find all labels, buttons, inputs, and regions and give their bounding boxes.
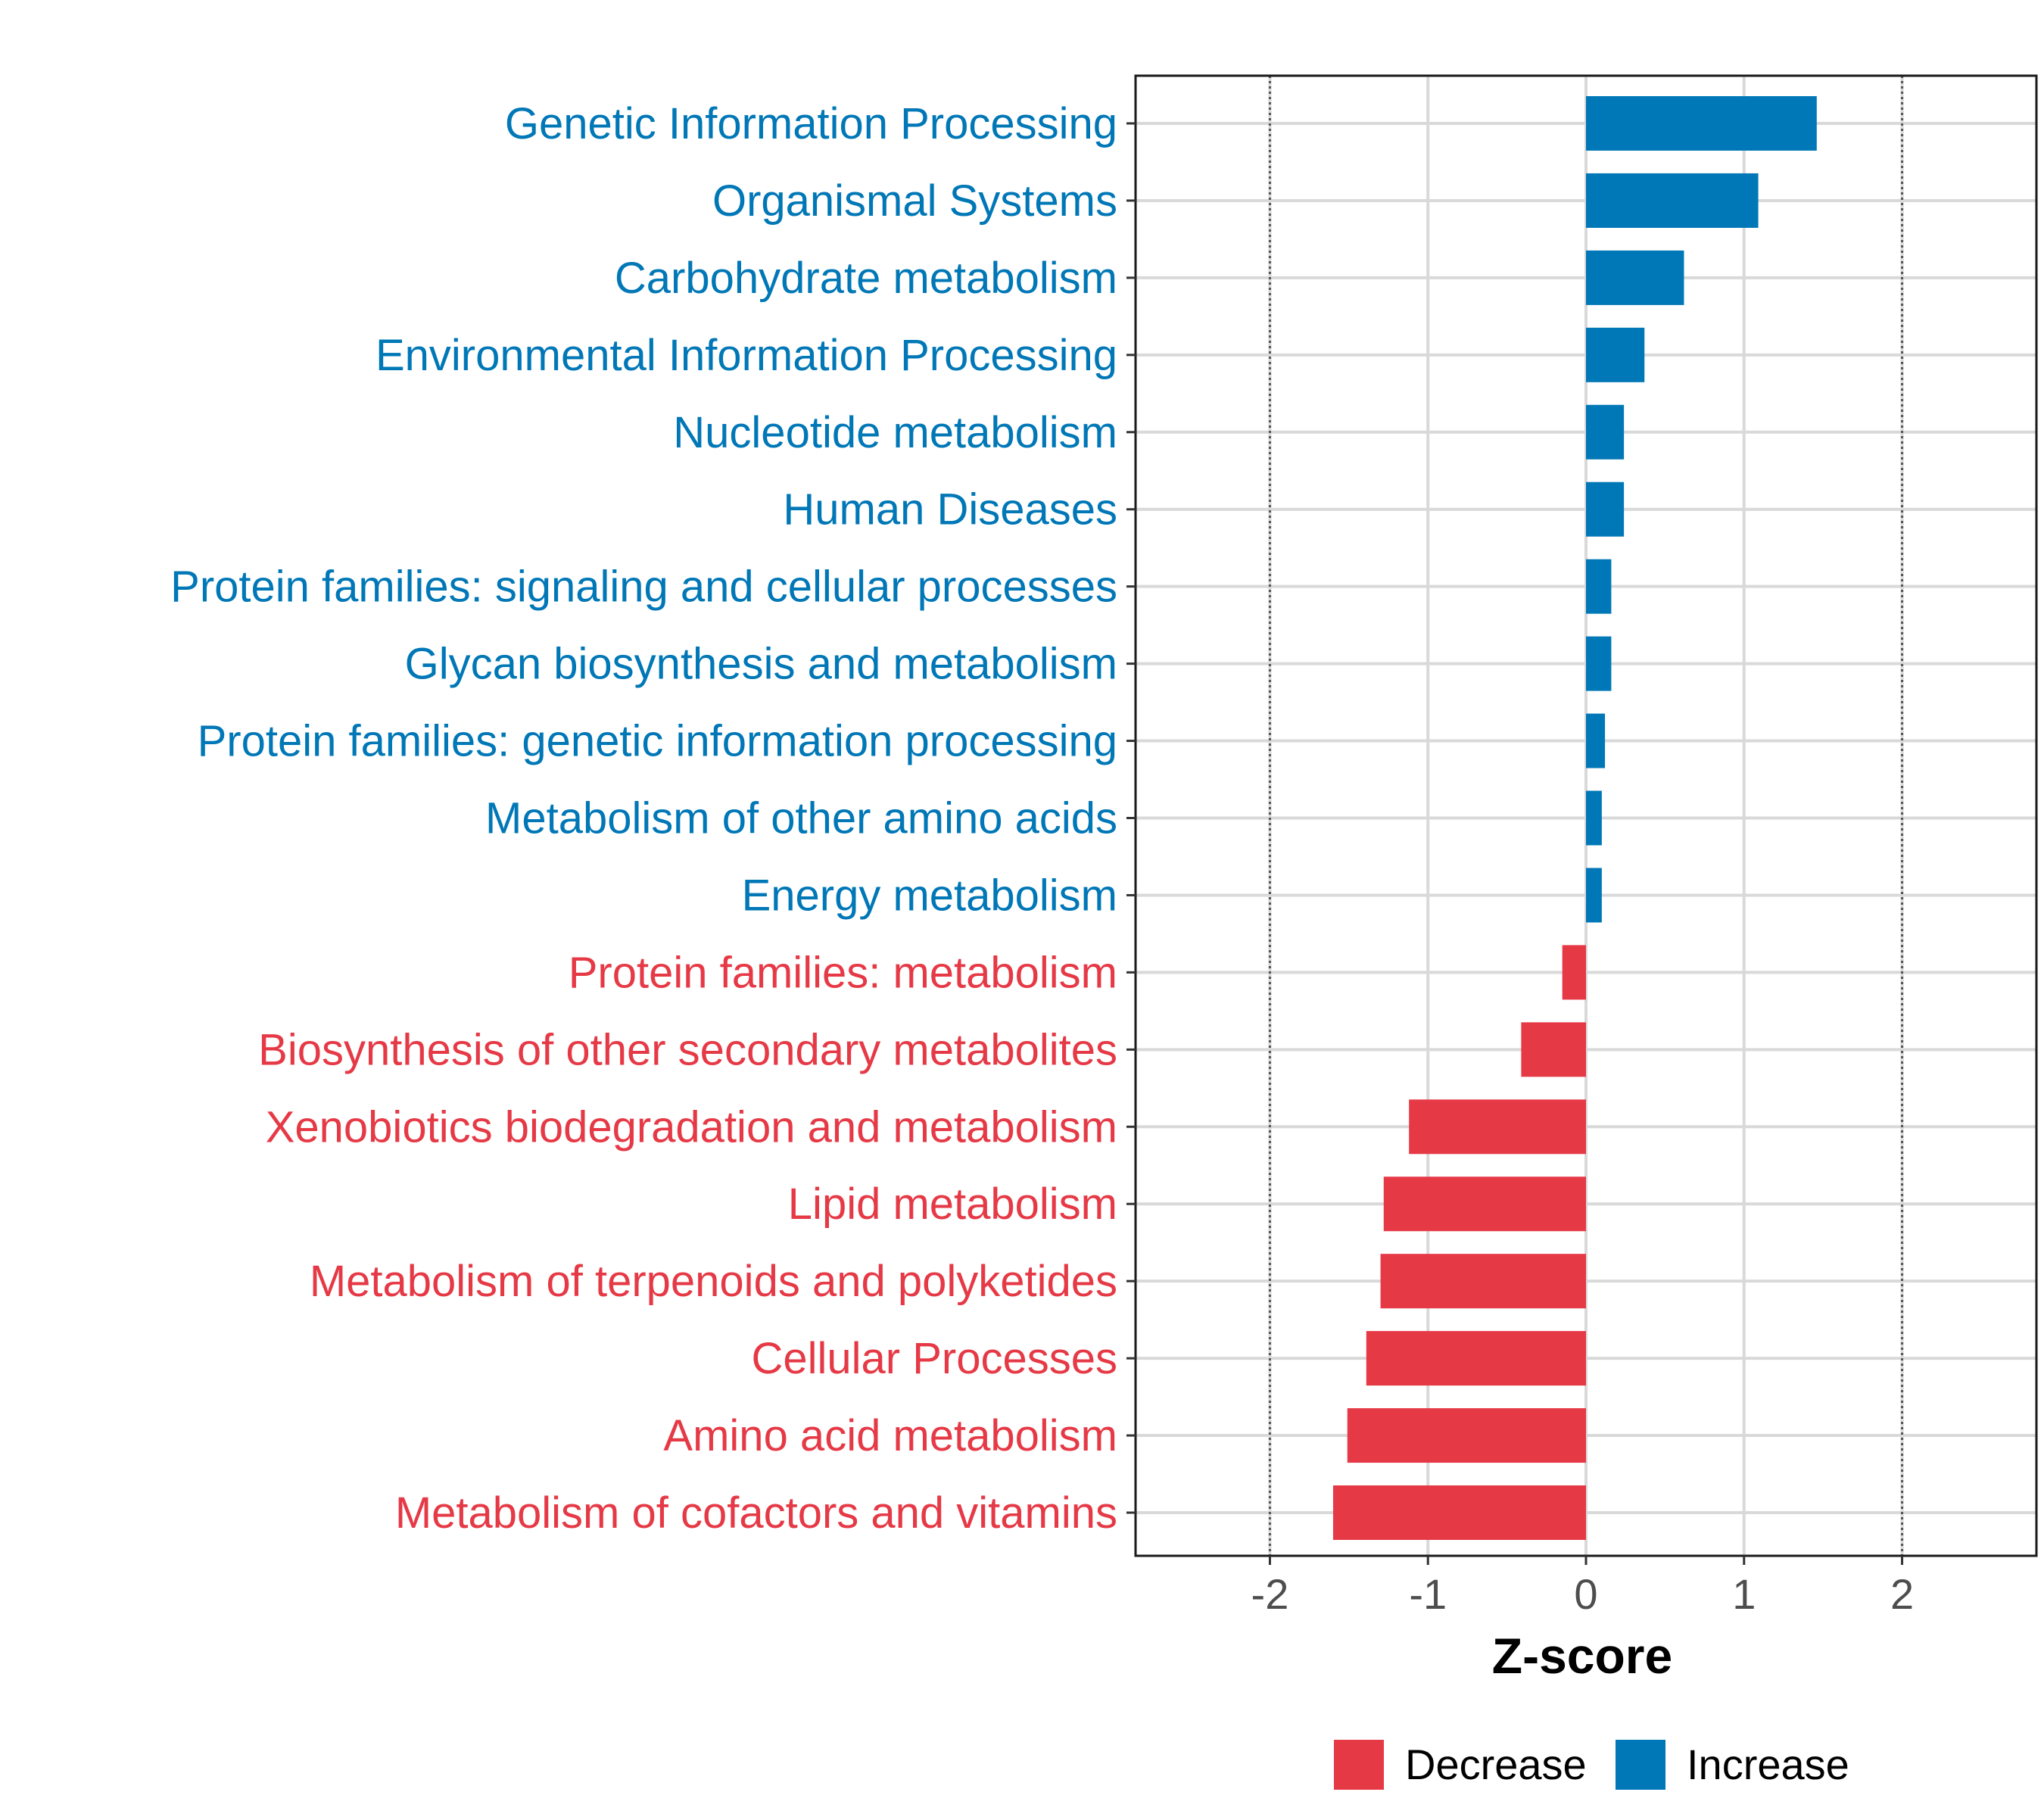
category-label: Nucleotide metabolism <box>673 408 1117 457</box>
category-labels: Genetic Information Processing Organismal… <box>170 99 1136 1538</box>
category-label: Organismal Systems <box>712 176 1117 226</box>
category-label: Metabolism of other amino acids <box>485 794 1117 843</box>
category-label: Human Diseases <box>783 485 1117 535</box>
bar <box>1586 790 1602 846</box>
bars <box>1332 96 1817 1540</box>
category-label: Metabolism of cofactors and vitamins <box>395 1488 1117 1538</box>
category-label: Protein families: genetic information pr… <box>198 717 1117 766</box>
bar <box>1521 1022 1586 1077</box>
category-label: Energy metabolism <box>742 871 1117 920</box>
bar <box>1586 327 1645 382</box>
category-label: Xenobiotics biodegradation and metabolis… <box>266 1102 1117 1152</box>
legend-swatch <box>1334 1740 1384 1790</box>
x-axis-title: Z-score <box>1492 1628 1672 1684</box>
category-label: Biosynthesis of other secondary metaboli… <box>258 1025 1117 1074</box>
bar <box>1409 1099 1586 1155</box>
bar <box>1366 1331 1586 1386</box>
category-label: Protein families: signaling and cellular… <box>170 563 1117 612</box>
bar <box>1383 1177 1586 1232</box>
bar <box>1586 96 1817 151</box>
bar <box>1332 1485 1586 1540</box>
bar <box>1586 559 1612 614</box>
category-label: Amino acid metabolism <box>663 1411 1117 1460</box>
category-label: Metabolism of terpenoids and polyketides <box>310 1257 1117 1306</box>
bar <box>1586 482 1625 537</box>
bar <box>1586 713 1606 768</box>
bar <box>1347 1408 1586 1463</box>
bar <box>1586 250 1684 305</box>
x-tick-label: -2 <box>1251 1570 1289 1618</box>
legend-swatch <box>1616 1740 1665 1790</box>
bar <box>1380 1254 1586 1309</box>
category-label: Protein families: metabolism <box>569 948 1117 997</box>
x-tick-label: 1 <box>1732 1570 1756 1618</box>
x-tick-label: 2 <box>1890 1570 1914 1618</box>
category-label: Environmental Information Processing <box>375 331 1117 380</box>
bar <box>1586 636 1612 691</box>
legend-label: Increase <box>1687 1741 1849 1788</box>
category-label: Carbohydrate metabolism <box>615 254 1117 303</box>
category-label: Cellular Processes <box>751 1334 1117 1383</box>
legend: Decrease Increase <box>1334 1740 1849 1790</box>
bar <box>1586 404 1625 460</box>
bar <box>1562 945 1586 1000</box>
bar <box>1586 868 1602 923</box>
bar <box>1586 173 1759 228</box>
legend-label: Decrease <box>1405 1741 1587 1788</box>
category-label: Lipid metabolism <box>788 1180 1117 1229</box>
x-tick-label: -1 <box>1409 1570 1447 1618</box>
category-label: Genetic Information Processing <box>505 99 1117 148</box>
x-tick-label: 0 <box>1574 1570 1597 1618</box>
x-axis: -2 -1 0 1 2 <box>1251 1556 1914 1618</box>
category-label: Glycan biosynthesis and metabolism <box>405 640 1117 689</box>
